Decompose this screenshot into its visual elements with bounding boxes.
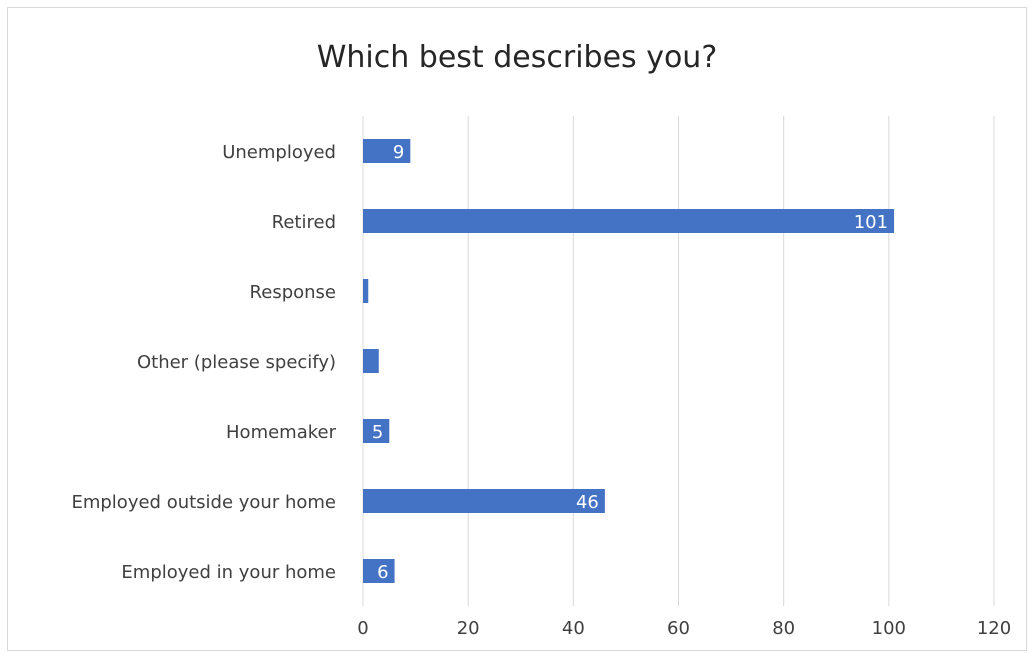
bar-6 [363, 559, 395, 583]
x-tick-label: 0 [357, 618, 368, 639]
x-tick-label: 80 [772, 618, 795, 639]
data-label: 101 [854, 212, 888, 233]
bar-1 [363, 209, 895, 233]
x-tick-label: 120 [977, 618, 1011, 639]
category-label: Other (please specify) [137, 352, 336, 373]
x-tick-label: 60 [667, 618, 690, 639]
category-label: Retired [272, 212, 336, 233]
bar-3 [363, 349, 379, 373]
bar-5 [363, 489, 605, 513]
category-label: Response [250, 282, 336, 303]
category-label: Unemployed [222, 142, 336, 163]
bar-chart-plot: 0 20 40 60 80 100 120 Unemployed 9 Retired 101 Resp… [71, 116, 1011, 639]
data-label: 9 [393, 142, 404, 163]
x-tick-label: 40 [562, 618, 585, 639]
data-label: 6 [377, 562, 388, 583]
data-label: 46 [576, 492, 599, 513]
x-tick-label: 100 [872, 618, 906, 639]
category-label: Employed in your home [121, 562, 336, 583]
category-label: Employed outside your home [71, 492, 336, 513]
chart-title: Which best describes you? [316, 40, 718, 75]
bar-2 [363, 279, 369, 303]
bar-4 [363, 419, 390, 443]
category-label: Homemaker [226, 422, 337, 443]
data-label: 5 [372, 422, 383, 443]
x-tick-label: 20 [457, 618, 480, 639]
chart-area: Which best describes you? 0 20 40 60 80 100 12… [7, 7, 1027, 651]
bar-0 [363, 139, 411, 163]
